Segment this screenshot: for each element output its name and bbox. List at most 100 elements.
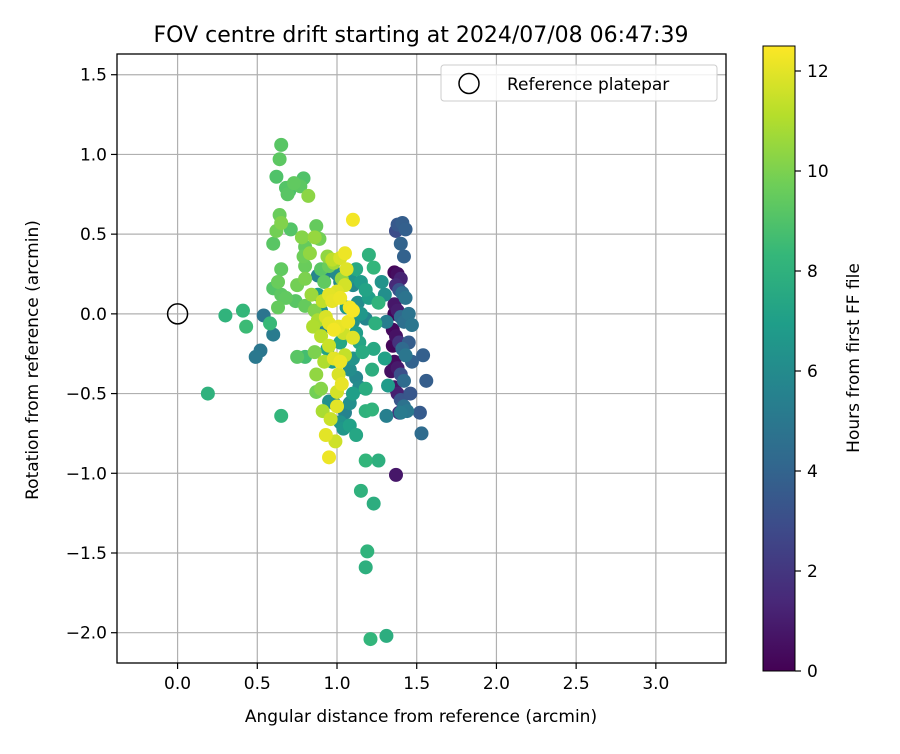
- scatter-point: [358, 560, 373, 575]
- scatter-point: [266, 327, 281, 342]
- scatter-point: [360, 544, 375, 559]
- scatter-point: [290, 349, 305, 364]
- scatter-point: [309, 219, 324, 234]
- colorbar-tick-label: 12: [807, 62, 829, 82]
- scatter-point: [274, 262, 289, 277]
- scatter-point: [274, 137, 289, 152]
- x-tick-label: 0.5: [244, 674, 271, 694]
- scatter-point: [374, 274, 389, 289]
- scatter-point: [274, 408, 289, 423]
- colorbar-tick-label: 0: [807, 662, 818, 682]
- scatter-point: [377, 351, 392, 366]
- scatter-point: [388, 467, 403, 482]
- scatter-point: [218, 308, 233, 323]
- y-axis-label: Rotation from reference (arcmin): [23, 220, 43, 500]
- scatter-point: [269, 169, 284, 184]
- legend-label-reference: Reference platepar: [507, 75, 669, 95]
- scatter-point: [368, 316, 383, 331]
- y-tick-label: 0.0: [80, 305, 107, 325]
- scatter-point: [342, 362, 357, 377]
- colorbar-tick-label: 4: [807, 462, 818, 482]
- scatter-point: [326, 322, 341, 337]
- scatter-point: [349, 262, 364, 277]
- scatter-point: [307, 345, 322, 360]
- scatter-point: [404, 318, 419, 333]
- scatter-point: [339, 262, 354, 277]
- scatter-point: [416, 348, 431, 363]
- scatter-point: [371, 295, 386, 310]
- scatter-point: [306, 319, 321, 334]
- scatter-point: [337, 246, 352, 261]
- scatter-point: [371, 453, 386, 468]
- scatter-point: [358, 381, 373, 396]
- scatter-point: [271, 274, 286, 289]
- y-tick-label: 1.5: [80, 66, 107, 86]
- reference-platepar-marker: [166, 303, 189, 325]
- scatter-point: [393, 405, 408, 420]
- colorbar-tick-label: 2: [807, 562, 818, 582]
- colorbar-tick-label: 8: [807, 262, 818, 282]
- scatter-point: [318, 428, 333, 443]
- scatter-point: [358, 453, 373, 468]
- scatter-point: [302, 246, 317, 261]
- x-tick-label: 2.0: [483, 674, 510, 694]
- colorbar-tick-label: 6: [807, 362, 818, 382]
- scatter-point: [345, 212, 360, 227]
- scatter-point: [345, 330, 360, 345]
- scatter-point: [294, 230, 309, 245]
- colorbar-ticks: 0 2 4 6 8 10 12: [795, 62, 829, 682]
- grid-layer: [117, 54, 726, 663]
- axes-layer: 0.0 0.5 1.0 1.5 2.0 2.5 3.0 −2.0 −1.5 −1.0 −0.5 0.0…: [66, 53, 727, 694]
- scatter-point: [322, 338, 337, 353]
- scatter-point: [263, 316, 278, 331]
- colorbar-gradient: [762, 45, 796, 672]
- scatter-point: [286, 176, 301, 191]
- scatter-point: [414, 426, 429, 441]
- scatter-point: [401, 306, 416, 321]
- plot-frame: [116, 53, 727, 664]
- scatter-point: [366, 496, 381, 511]
- reference-layer: [166, 303, 189, 325]
- scatter-point: [396, 373, 411, 388]
- scatter-point: [365, 402, 380, 417]
- scatter-point: [333, 354, 348, 369]
- scatter-point: [366, 260, 381, 275]
- scatter-point: [398, 290, 413, 305]
- y-tick-label: −2.0: [66, 624, 107, 644]
- y-tick-label: −0.5: [66, 385, 107, 405]
- points-layer: [200, 137, 434, 647]
- scatter-point: [304, 287, 319, 302]
- scatter-point: [365, 362, 380, 377]
- scatter-point: [403, 386, 418, 401]
- scatter-point: [323, 412, 338, 427]
- x-axis-label: Angular distance from reference (arcmin): [245, 707, 597, 727]
- scatter-point: [366, 341, 381, 356]
- scatter-point: [341, 314, 356, 329]
- scatter-point: [358, 282, 373, 297]
- scatter-point: [419, 373, 434, 388]
- x-tick-label: 0.0: [164, 674, 191, 694]
- scatter-point: [355, 345, 370, 360]
- scatter-point: [307, 230, 322, 245]
- scatter-point: [398, 348, 413, 363]
- scatter-point: [200, 386, 215, 401]
- scatter-point: [379, 408, 394, 423]
- scatter-point: [317, 274, 332, 289]
- legend-box: [440, 64, 718, 102]
- scatter-point: [322, 450, 337, 465]
- scatter-point: [381, 378, 396, 393]
- y-tick-label: 0.5: [80, 225, 107, 245]
- scatter-point: [363, 632, 378, 647]
- colorbar-label: Hours from first FF file: [844, 263, 864, 453]
- legend: Reference platepar: [440, 64, 718, 102]
- scatter-point: [393, 236, 408, 251]
- scatter-point: [330, 399, 345, 414]
- scatter-point: [349, 428, 364, 443]
- scatter-point: [398, 222, 413, 237]
- scatter-point: [345, 303, 360, 318]
- scatter-point: [353, 483, 368, 498]
- y-tick-label: 1.0: [80, 145, 107, 165]
- scatter-point: [280, 187, 295, 202]
- scatter-point: [272, 152, 287, 167]
